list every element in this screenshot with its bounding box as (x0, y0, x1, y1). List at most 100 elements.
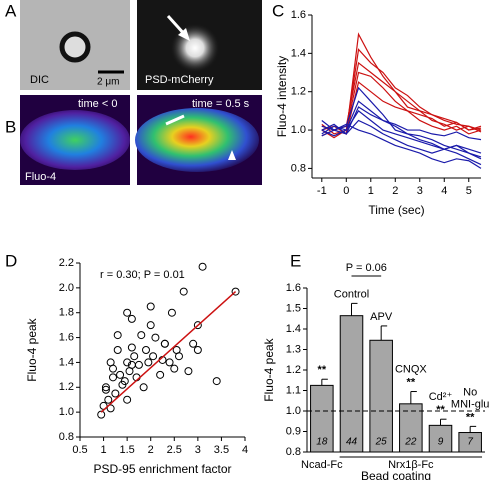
panel-label: C (272, 1, 284, 20)
panel-label: A (5, 1, 17, 20)
category-label: APV (370, 311, 393, 323)
point (113, 346, 122, 354)
point (113, 331, 122, 340)
bar (369, 339, 393, 453)
point (111, 389, 120, 398)
y-tick-label: 1.1 (286, 384, 301, 396)
x-tick-label: 3 (195, 444, 201, 456)
heat-blob (20, 110, 130, 170)
y-tick-label: 1.5 (286, 302, 301, 314)
group-label: Nrx1β-Fc (388, 459, 434, 471)
bar (339, 315, 364, 453)
point (106, 358, 115, 367)
y-tick-label: 1.2 (286, 364, 301, 376)
x-tick-label: 4 (242, 444, 248, 456)
trace (321, 61, 482, 137)
panel-label: E (290, 251, 301, 270)
panel-a: A DIC 2 μm PSD-mCherry (5, 0, 262, 90)
point (101, 383, 110, 392)
y-tick-label: 1.3 (286, 343, 301, 355)
n-label: 22 (404, 437, 417, 448)
category-label: Control (334, 288, 369, 300)
point (97, 410, 106, 419)
category-label: Cd²⁺ (429, 391, 453, 403)
x-tick-label: 0 (343, 185, 349, 197)
trace (321, 106, 482, 141)
y-tick-label: 2.0 (59, 282, 74, 294)
trace (321, 119, 482, 160)
caption: time = 0.5 s (192, 98, 250, 110)
point (165, 358, 174, 367)
x-tick-label: 1 (368, 185, 374, 197)
point (146, 302, 155, 311)
category-label: No MNI-glu (451, 386, 490, 410)
panel-label: D (5, 251, 17, 270)
arrowhead (228, 150, 236, 160)
scale-label: 2 μm (97, 77, 119, 88)
bead-glow (170, 23, 220, 73)
point (193, 346, 202, 354)
group-label: Ncad-Fc (301, 459, 343, 471)
x-tick-label: 2 (148, 444, 154, 456)
x-tick-label: -1 (317, 185, 327, 197)
bar (428, 424, 453, 453)
x-tick-label: 2 (392, 185, 398, 197)
x-tick-label: 1.5 (119, 444, 134, 456)
panel-b: B time < 0 Fluo-4 time = 0.5 s (5, 95, 262, 185)
y-axis-label: Fluo-4 peak (262, 337, 276, 401)
significance: ** (466, 411, 475, 423)
y-tick-label: 1.6 (291, 9, 306, 21)
y-axis-label: Fluo-4 peak (25, 317, 39, 381)
point (198, 262, 207, 271)
n-label: 44 (346, 437, 358, 448)
y-tick-label: 0.8 (291, 162, 306, 174)
point (167, 308, 176, 317)
point (139, 383, 148, 392)
bar (399, 403, 423, 453)
point (146, 321, 155, 330)
point (120, 377, 129, 386)
point (109, 373, 117, 382)
point (127, 314, 136, 323)
point (134, 360, 143, 369)
y-tick-label: 1.8 (59, 307, 74, 319)
y-tick-label: 1.0 (286, 405, 301, 417)
panel-label: B (5, 117, 16, 136)
x-tick-label: 4 (441, 185, 447, 197)
bar (310, 384, 334, 453)
y-tick-label: 0.8 (59, 431, 74, 443)
y-tick-label: 1.6 (286, 282, 301, 294)
point (130, 352, 139, 361)
point (123, 358, 132, 367)
trace (321, 48, 482, 135)
y-tick-label: 1.4 (286, 323, 301, 335)
y-tick-label: 1.4 (59, 356, 74, 368)
point (123, 395, 132, 404)
point (116, 370, 125, 379)
point (149, 352, 158, 361)
x-tick-label: 2.5 (167, 444, 182, 456)
fit-line (100, 291, 237, 413)
arrow (165, 114, 185, 126)
x-axis-label: Bead coating (361, 469, 431, 480)
n-label: 9 (438, 437, 444, 448)
y-tick-label: 0.9 (286, 425, 301, 437)
point (151, 333, 160, 342)
point (231, 287, 240, 296)
point (101, 385, 110, 394)
heat-blob (135, 108, 259, 172)
n-label: 7 (467, 437, 473, 448)
x-tick-label: 3 (417, 185, 423, 197)
point (170, 364, 179, 373)
trace (321, 86, 482, 166)
caption: Fluo-4 (25, 171, 56, 183)
comparison-label: P = 0.06 (346, 262, 387, 274)
x-tick-label: 1 (101, 444, 107, 456)
point (212, 377, 221, 386)
x-axis-label: PSD-95 enrichment factor (93, 462, 231, 476)
point (142, 346, 150, 354)
n-label: 25 (375, 437, 388, 448)
y-tick-label: 1.2 (291, 86, 306, 98)
x-tick-label: 3.5 (214, 444, 229, 456)
significance: ** (436, 404, 445, 416)
